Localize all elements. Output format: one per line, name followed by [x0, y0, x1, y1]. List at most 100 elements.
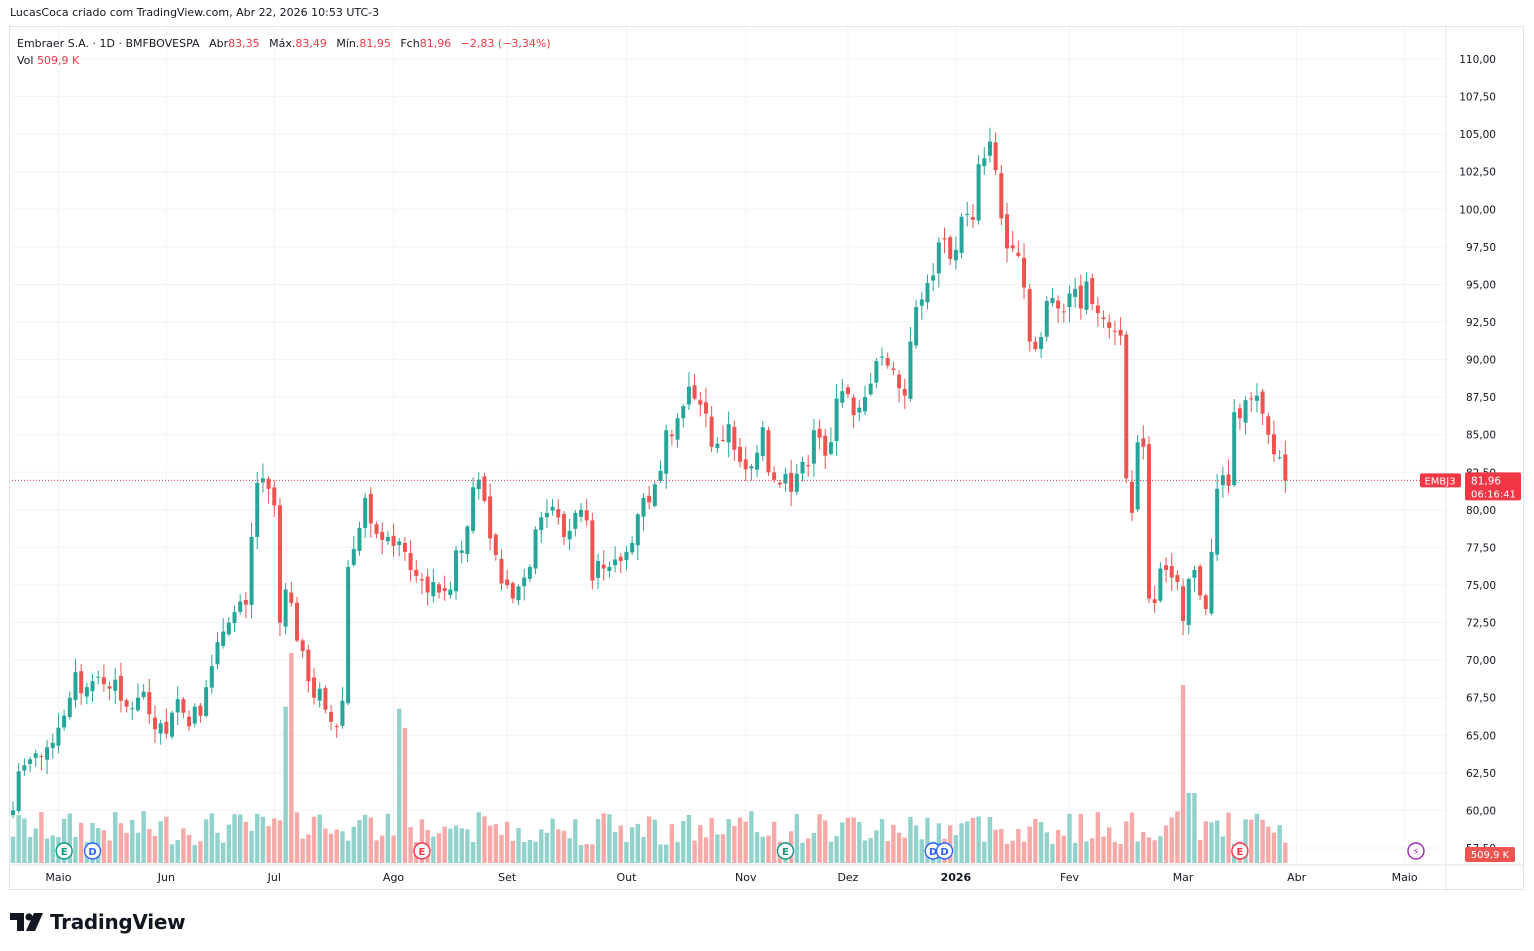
marker-letter: D	[88, 847, 96, 858]
candle-body	[1266, 416, 1271, 435]
volume-bar	[561, 830, 567, 863]
candle-body	[1005, 214, 1009, 249]
candle-body	[561, 514, 566, 537]
tradingview-logo[interactable]: TradingView	[10, 908, 186, 936]
price-tick-label: 75,00	[1466, 580, 1496, 592]
price-tick-label: 72,50	[1466, 618, 1496, 630]
volume-bar	[118, 823, 124, 863]
candle-body	[624, 551, 629, 561]
volume-bar	[323, 828, 328, 863]
countdown-value: 06:16:41	[1471, 489, 1516, 500]
candle-body	[851, 397, 856, 416]
volume-tag: 509,9 K	[1465, 847, 1515, 862]
volume-bar	[1214, 820, 1220, 863]
candle-body	[312, 677, 317, 698]
symbol-label[interactable]: Embraer S.A. · 1D · BMFBOVESPA	[17, 37, 200, 50]
candle-body	[153, 717, 157, 730]
candle-body	[1141, 438, 1146, 447]
volume-bar	[1135, 841, 1140, 863]
candle-body	[1220, 475, 1225, 486]
low-label: Mín.	[336, 37, 360, 50]
candle-body	[39, 756, 44, 758]
candle-body	[897, 374, 902, 389]
candle-body	[510, 583, 515, 599]
candle-body	[732, 426, 737, 450]
price-chart[interactable]: 57,5060,0062,5065,0067,5070,0072,5075,00…	[10, 27, 1525, 891]
candle-body	[1084, 281, 1089, 310]
price-tick-label: 110,00	[1459, 54, 1496, 66]
volume-bar	[198, 841, 203, 863]
candle-body	[437, 584, 441, 593]
volume-bar	[1016, 829, 1021, 863]
volume-bar	[607, 814, 612, 863]
volume-bar	[896, 832, 902, 863]
volume-bar	[243, 821, 249, 863]
candle-body	[715, 443, 720, 449]
candle-body	[277, 505, 282, 623]
volume-bar	[516, 828, 521, 863]
candle-body	[845, 387, 850, 395]
volume-bar	[1038, 822, 1044, 863]
candle-body	[584, 510, 589, 521]
volume-bar	[965, 821, 970, 863]
volume-bar	[1152, 840, 1157, 863]
volume-bar	[1101, 836, 1106, 863]
candle-body	[948, 237, 953, 259]
volume-bar	[1044, 832, 1049, 863]
candle-body	[33, 753, 38, 758]
candle-body	[96, 676, 101, 678]
candle-body	[601, 564, 606, 569]
candle-body	[209, 666, 214, 688]
candle-body	[73, 672, 78, 701]
close-label: Fch	[400, 37, 420, 50]
candle-body	[22, 765, 27, 771]
volume-bar	[1129, 812, 1135, 863]
candle-body	[630, 542, 635, 553]
candle-body	[351, 548, 356, 565]
volume-bar	[1107, 827, 1112, 863]
volume-bar	[374, 840, 379, 863]
volume-bar	[908, 816, 913, 863]
volume-bar	[936, 823, 942, 863]
candle-body	[772, 472, 777, 480]
volume-bar	[1033, 818, 1038, 863]
volume-bar	[351, 826, 356, 863]
candle-body	[28, 759, 33, 764]
volume-bar	[1095, 812, 1101, 863]
price-tick-label: 77,50	[1466, 542, 1496, 554]
candle-body	[749, 466, 754, 469]
volume-bar	[1072, 842, 1078, 863]
candle-body	[465, 526, 470, 555]
volume-bar	[1112, 841, 1118, 863]
volume-bar	[283, 706, 288, 863]
price-tick-label: 97,50	[1466, 242, 1496, 254]
tradingview-logo-icon	[10, 913, 44, 931]
candle-body	[124, 700, 129, 707]
volume-bar	[1169, 817, 1174, 863]
volume-bar	[959, 823, 964, 863]
volume-bar	[806, 838, 811, 863]
candle-body	[806, 465, 811, 467]
volume-bar	[726, 819, 731, 863]
candle-body	[181, 699, 186, 713]
candle-body	[686, 386, 691, 405]
candle-body	[925, 282, 930, 303]
marker-letter: ⚡	[1412, 847, 1419, 858]
candle-body	[255, 482, 260, 537]
chart-frame[interactable]: 57,5060,0062,5065,0067,5070,0072,5075,00…	[9, 26, 1525, 891]
earnings-marker: E	[1231, 842, 1249, 860]
candle-body	[544, 512, 549, 518]
candle-body	[914, 306, 919, 346]
marker-ring	[55, 842, 73, 860]
volume-bar	[828, 841, 834, 863]
candle-body	[1129, 481, 1134, 513]
candle-body	[1237, 408, 1242, 419]
candle-body	[50, 742, 55, 749]
candle-body	[635, 514, 640, 546]
volume-bar	[1055, 829, 1061, 863]
candle-body	[931, 275, 936, 281]
volume-bar	[10, 836, 16, 863]
candle-body	[425, 576, 430, 593]
volume-bar	[459, 828, 464, 863]
candle-body	[987, 141, 992, 156]
